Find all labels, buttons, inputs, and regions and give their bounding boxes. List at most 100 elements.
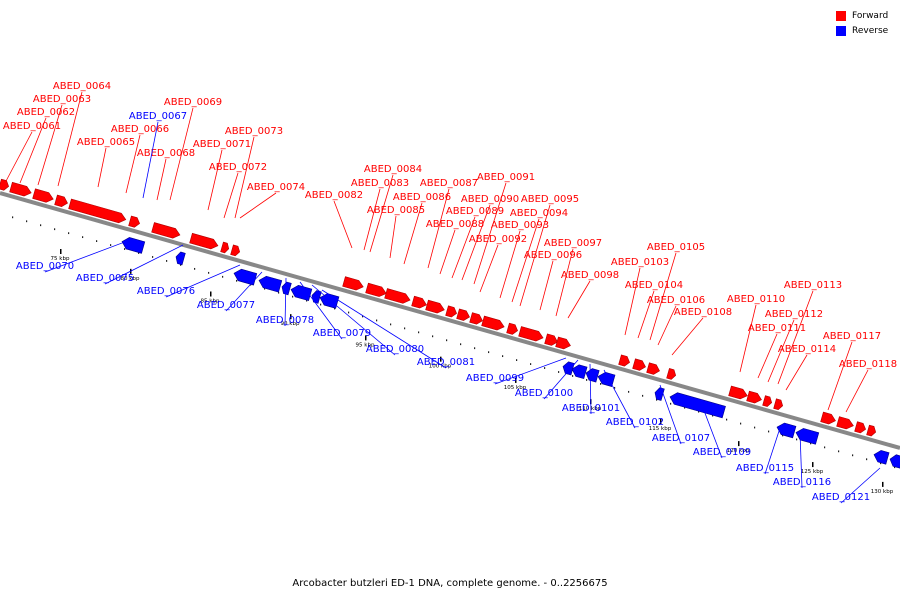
- forward-gene-arrow: [384, 288, 411, 304]
- gene-arrow-shape: [776, 422, 797, 439]
- forward-gene-arrow: [342, 276, 364, 291]
- gene-arrow-shape: [506, 322, 518, 335]
- minor-tick: [40, 224, 42, 227]
- gene-arrow-shape: [889, 454, 900, 469]
- forward-gene-label: ABED_0103: [611, 257, 669, 268]
- forward-gene-arrow: [820, 411, 836, 425]
- forward-gene-label: ABED_0112: [765, 309, 823, 320]
- minor-tick: [642, 394, 644, 397]
- tick-label: 130 kbp: [871, 489, 894, 495]
- minor-tick: [880, 462, 882, 465]
- forward-gene-label: ABED_0108: [674, 307, 732, 318]
- gene-arrow-shape: [518, 326, 544, 342]
- gene-arrow-shape: [54, 194, 68, 207]
- legend-reverse-label: Reverse: [852, 25, 889, 36]
- minor-tick: [12, 216, 14, 219]
- gene-arrow-shape: [456, 308, 470, 321]
- gene-arrow-shape: [151, 222, 181, 239]
- minor-tick: [600, 383, 602, 385]
- forward-gene-label: ABED_0114: [778, 344, 836, 355]
- leader-line: [156, 158, 167, 201]
- minor-tick: [852, 454, 854, 457]
- legend: Forward Reverse: [836, 8, 888, 38]
- forward-gene-arrow: [411, 295, 427, 309]
- leader-line: [321, 289, 447, 369]
- forward-gene-arrow: [481, 315, 505, 331]
- leader-line: [479, 244, 499, 293]
- minor-tick: [754, 426, 756, 429]
- leader-line: [649, 252, 677, 341]
- minor-tick: [376, 319, 378, 322]
- leader-line: [603, 369, 636, 429]
- gene-arrow-shape: [481, 315, 505, 331]
- gene-arrow-shape: [836, 416, 854, 430]
- gene-arrow-shape: [795, 428, 820, 445]
- minor-tick: [544, 367, 546, 369]
- tick-label: 85 kbp: [201, 299, 220, 305]
- leader-line: [299, 281, 343, 340]
- reverse-gene-label: ABED_0077: [197, 300, 255, 311]
- leader-line: [543, 359, 579, 400]
- forward-gene-arrow: [746, 390, 762, 404]
- minor-tick: [124, 248, 126, 250]
- minor-tick: [726, 418, 728, 421]
- gene-arrow-shape: [230, 244, 241, 257]
- gene-arrow-shape: [233, 268, 258, 286]
- minor-tick: [558, 371, 560, 373]
- reverse-gene-arrow: [233, 268, 258, 286]
- gene-arrow-shape: [571, 364, 588, 380]
- minor-tick: [362, 315, 364, 318]
- minor-tick: [460, 343, 462, 346]
- gene-arrow-shape: [618, 354, 630, 367]
- leader-line: [207, 149, 223, 211]
- leader-line: [225, 271, 263, 312]
- minor-tick: [278, 291, 280, 294]
- forward-gene-arrow: [54, 194, 68, 207]
- major-tick: [60, 249, 62, 254]
- forward-gene-arrow: [151, 222, 181, 239]
- forward-gene-label: ABED_0118: [839, 359, 897, 370]
- minor-tick: [782, 434, 784, 437]
- gene-arrow-shape: [746, 390, 762, 404]
- minor-tick: [516, 359, 518, 361]
- minor-tick: [292, 295, 294, 298]
- minor-tick: [768, 430, 770, 433]
- minor-tick: [572, 375, 574, 377]
- tick-label: 125 kbp: [801, 469, 824, 475]
- minor-tick: [334, 307, 336, 310]
- gene-arrow-shape: [820, 411, 836, 425]
- forward-gene-label: ABED_0110: [727, 294, 785, 305]
- minor-tick: [390, 323, 392, 326]
- forward-gene-label: ABED_0098: [561, 270, 619, 281]
- reverse-gene-arrow: [889, 454, 900, 469]
- minor-tick: [54, 228, 56, 231]
- leader-line: [699, 399, 723, 459]
- forward-gene-arrow: [469, 312, 483, 325]
- major-tick: [660, 419, 662, 424]
- forward-gene-label: ABED_0090: [461, 194, 519, 205]
- leader-line: [555, 248, 574, 317]
- forward-gene-arrow: [32, 188, 54, 203]
- forward-gene-label: ABED_0097: [544, 238, 602, 249]
- leader-line: [511, 218, 540, 303]
- tick-label: 75 kbp: [51, 256, 70, 262]
- minor-tick: [670, 402, 672, 405]
- forward-gene-label: ABED_0068: [137, 148, 195, 159]
- forward-gene-label: ABED_0064: [53, 81, 111, 92]
- forward-gene-label: ABED_0072: [209, 162, 267, 173]
- leader-line: [369, 174, 394, 253]
- leader-line: [57, 91, 83, 187]
- leader-line: [777, 290, 814, 385]
- forward-gene-label: ABED_0089: [446, 206, 504, 217]
- gene-arrow-shape: [854, 421, 866, 434]
- leader-line: [427, 188, 450, 269]
- leader-line: [499, 230, 521, 299]
- minor-tick: [96, 240, 98, 242]
- legend-forward-label: Forward: [852, 10, 889, 21]
- forward-gene-arrow: [646, 362, 660, 375]
- minor-tick: [68, 232, 70, 235]
- forward-gene-label: ABED_0069: [164, 97, 222, 108]
- reverse-gene-label: ABED_0079: [313, 328, 371, 339]
- reverse-gene-label: ABED_0115: [736, 463, 794, 474]
- reverse-gene-label: ABED_0081: [417, 357, 475, 368]
